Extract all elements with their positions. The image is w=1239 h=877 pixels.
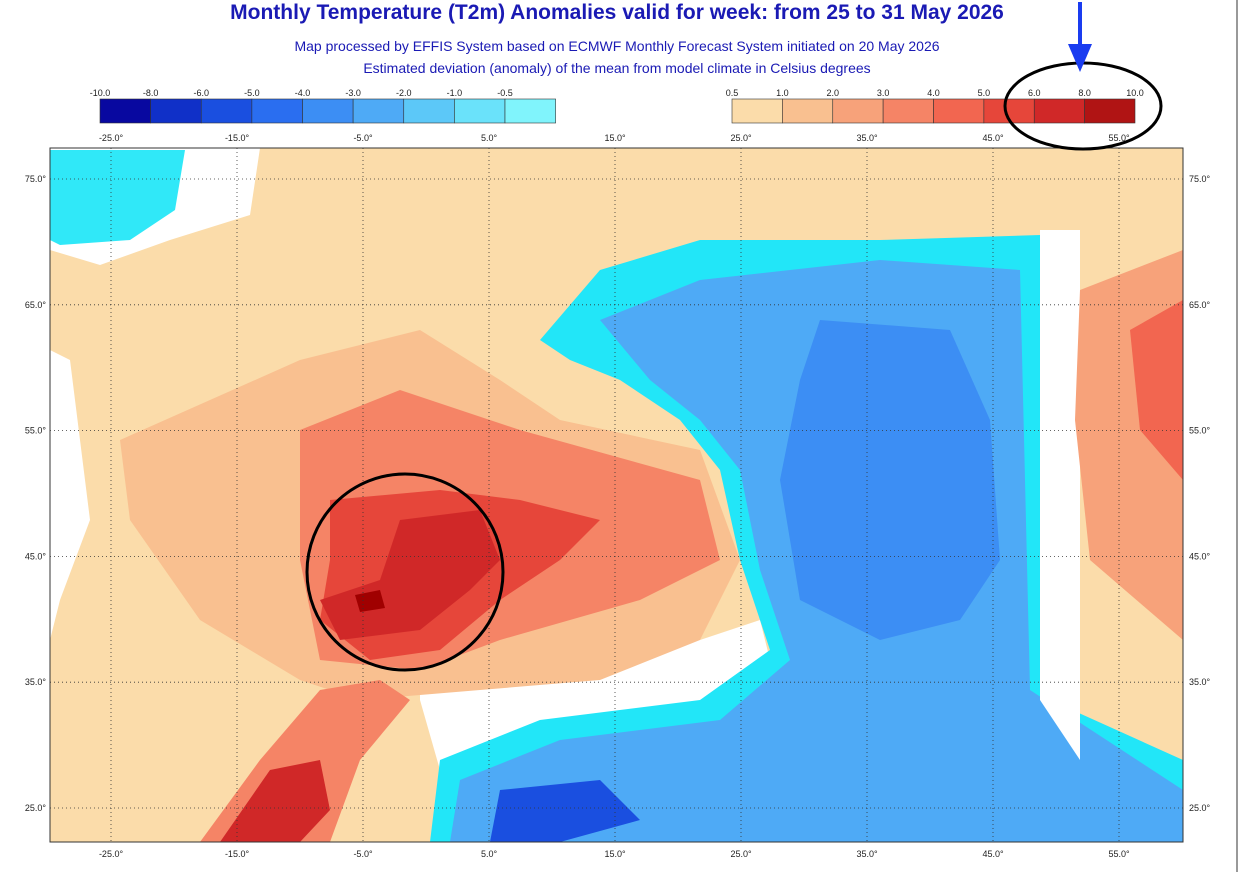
legend-label: 2.0: [826, 88, 839, 98]
lon-label: 5.0°: [481, 133, 498, 143]
lon-label: -15.0°: [225, 849, 250, 859]
legend-swatch: [1033, 98, 1085, 124]
legend-label: -1.0: [447, 88, 463, 98]
lon-label: 15.0°: [604, 849, 626, 859]
legend-label: -4.0: [295, 88, 311, 98]
legend-label: 6.0: [1028, 88, 1041, 98]
lat-label: 65.0°: [25, 300, 47, 310]
legend-swatch: [251, 98, 303, 124]
legend-label: 1.0: [776, 88, 789, 98]
lat-label: 35.0°: [1189, 677, 1211, 687]
legend-swatch: [150, 98, 202, 124]
legend-swatch: [1084, 98, 1136, 124]
lon-label: -5.0°: [353, 849, 373, 859]
cold-area: [490, 780, 640, 842]
legend-swatch: [731, 98, 783, 124]
legend-label: 5.0: [978, 88, 991, 98]
lat-label: 25.0°: [1189, 803, 1211, 813]
lon-label: -5.0°: [353, 133, 373, 143]
lon-label: 45.0°: [982, 133, 1004, 143]
page-edge: [1236, 0, 1238, 872]
legend-swatch: [933, 98, 985, 124]
legend-label: 10.0: [1126, 88, 1144, 98]
title: Monthly Temperature (T2m) Anomalies vali…: [230, 1, 1004, 24]
legend-swatch: [302, 98, 354, 124]
hot-area: [355, 590, 385, 612]
legend-swatch: [454, 98, 506, 124]
legend-swatch: [782, 98, 834, 124]
lat-label: 65.0°: [1189, 300, 1211, 310]
legend-swatch: [99, 98, 151, 124]
lon-label: 5.0°: [481, 849, 498, 859]
lat-label: 75.0°: [1189, 174, 1211, 184]
legend-swatch: [832, 98, 884, 124]
hot-area: [220, 760, 330, 842]
cold-area: [50, 150, 185, 245]
lon-label: 55.0°: [1108, 133, 1130, 143]
lat-label: 75.0°: [25, 174, 47, 184]
near-zero-area: [1040, 230, 1080, 760]
legend-swatch: [403, 98, 455, 124]
lat-label: 55.0°: [1189, 426, 1211, 436]
lon-label: 25.0°: [730, 133, 752, 143]
lat-label: 25.0°: [25, 803, 47, 813]
map-frame: [49, 147, 1184, 843]
cold-area: [780, 320, 1000, 640]
near-zero-area: [50, 350, 90, 640]
lon-label: 55.0°: [1108, 849, 1130, 859]
subtitle: Map processed by EFFIS System based on E…: [294, 38, 939, 54]
axes: -25.0° -25.0° -15.0° -15.0° -5.0° -5.0° 5.0° 5.…: [25, 133, 1211, 859]
legend-label: 0.5: [726, 88, 739, 98]
legend-label: -2.0: [396, 88, 412, 98]
legend-swatch: [504, 98, 556, 124]
legend-label: -10.0: [90, 88, 111, 98]
legend-label: -5.0: [244, 88, 260, 98]
lat-label: 35.0°: [25, 677, 47, 687]
highlight-circle: [305, 472, 505, 672]
legend-swatch: [882, 98, 934, 124]
legend-swatch: [200, 98, 253, 124]
lat-label: 45.0°: [1189, 551, 1211, 561]
lon-label: 35.0°: [856, 849, 878, 859]
legend-label: 4.0: [927, 88, 940, 98]
legend-swatch: [352, 98, 405, 124]
legends: -10.0 -8.0 -6.0 -5.0 -4.0 -3.0 -2.0 -1.0 -0.5 0.5…: [90, 88, 1144, 124]
subtitle: Estimated deviation (anomaly) of the mea…: [363, 60, 870, 76]
warm-area: [1130, 300, 1183, 480]
legend-label: -6.0: [193, 88, 209, 98]
lon-label: -25.0°: [99, 849, 124, 859]
arrow-head: [1068, 44, 1092, 72]
lon-label: 35.0°: [856, 133, 878, 143]
legend-label: 8.0: [1078, 88, 1091, 98]
legend-label: -0.5: [497, 88, 513, 98]
lat-label: 45.0°: [25, 551, 47, 561]
legend-label: -3.0: [345, 88, 361, 98]
lon-label: 15.0°: [604, 133, 626, 143]
lon-label: -25.0°: [99, 133, 124, 143]
lon-label: 45.0°: [982, 849, 1004, 859]
legend-label: -8.0: [143, 88, 159, 98]
lon-label: -15.0°: [225, 133, 250, 143]
lon-label: 25.0°: [730, 849, 752, 859]
lat-label: 55.0°: [25, 426, 47, 436]
graticule: [50, 148, 1183, 842]
legend-label: 3.0: [877, 88, 890, 98]
map: [50, 148, 1183, 842]
